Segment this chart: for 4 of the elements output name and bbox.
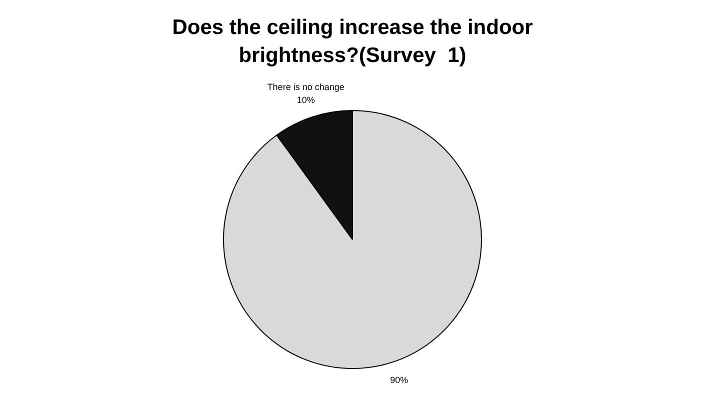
- chart-title: Does the ceiling increase the indoor brightness?(Survey 1): [171, 15, 534, 69]
- data-label: 10%: [296, 94, 315, 105]
- slice-label: There is no change: [267, 82, 344, 92]
- data-label: 90%: [390, 375, 408, 386]
